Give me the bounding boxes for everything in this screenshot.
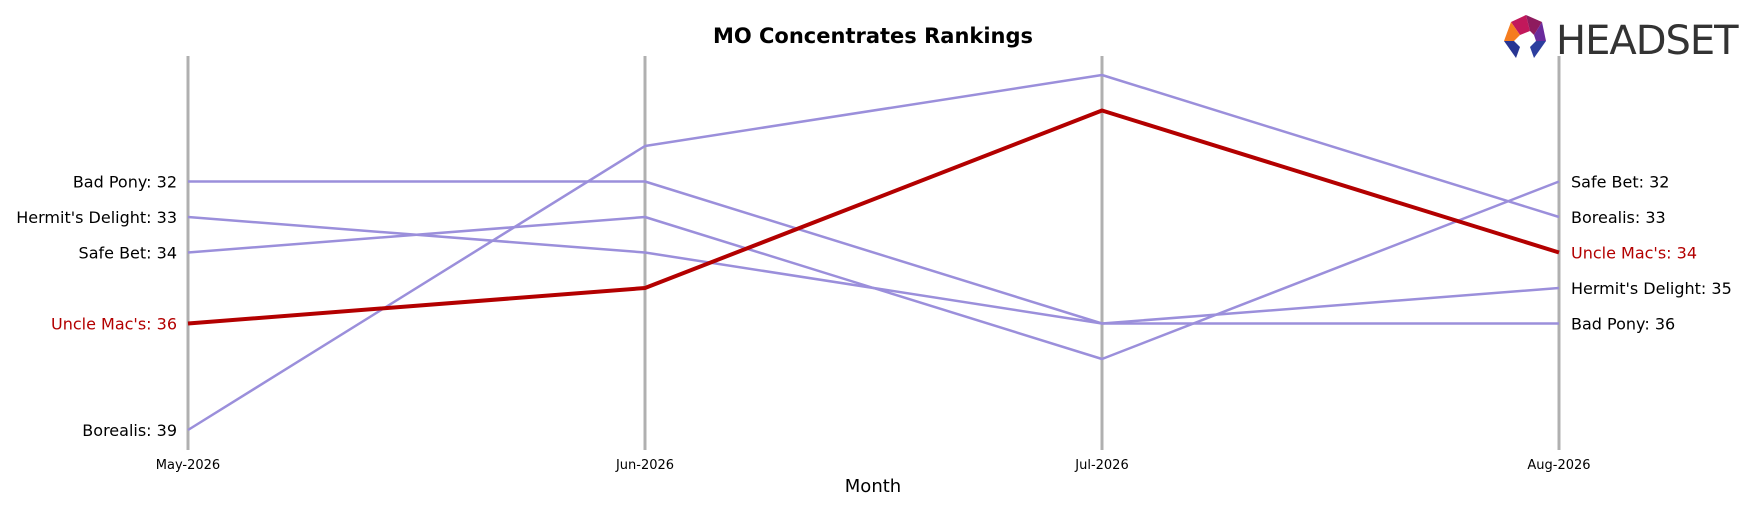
left-end-label: Uncle Mac's: 36 [51,315,177,334]
x-tick-labels: May-2026 Jun-2026 Jul-2026 Aug-2026 [156,458,1591,473]
right-end-label: Uncle Mac's: 34 [1571,244,1697,263]
left-end-label: Borealis: 39 [82,421,177,440]
left-end-label: Safe Bet: 34 [79,244,177,263]
series-line [188,180,1559,325]
series-line [187,73,1560,432]
x-axis-label: Month [845,476,901,497]
headset-logo: HEADSET [1504,15,1740,64]
series-line [187,180,1560,361]
x-tick-label: Jul-2026 [1074,458,1128,473]
left-end-label: Bad Pony: 32 [73,173,177,192]
right-end-label: Safe Bet: 32 [1571,173,1669,192]
right-end-label: Hermit's Delight: 35 [1571,279,1732,298]
month-axes [186,56,1561,450]
left-end-labels: Bad Pony: 32 Hermit's Delight: 33 Safe Bet… [16,173,177,441]
right-end-label: Bad Pony: 36 [1571,315,1675,334]
series-lines [187,73,1560,432]
right-end-labels: Safe Bet: 32 Borealis: 33 Uncle Mac's: 34 H… [1571,173,1732,334]
headset-logo-text: HEADSET [1556,18,1739,64]
headset-logo-icon [1504,15,1546,58]
x-tick-label: Aug-2026 [1527,458,1590,473]
chart-title: MO Concentrates Rankings [713,24,1033,48]
x-tick-label: Jun-2026 [615,458,674,473]
right-end-label: Borealis: 33 [1571,208,1666,227]
left-end-label: Hermit's Delight: 33 [16,208,177,227]
x-tick-label: May-2026 [156,458,220,473]
series-line [187,108,1560,326]
